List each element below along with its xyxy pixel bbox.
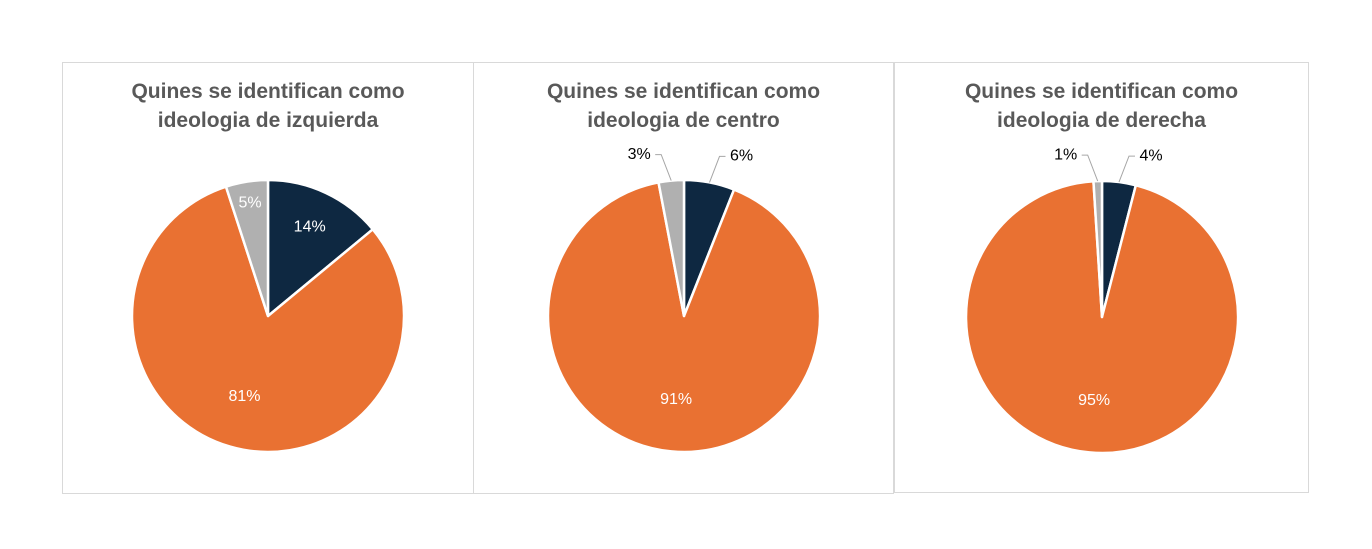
pie-slice-gray — [657, 178, 686, 318]
chart-title-line-2: ideologia de izquierda — [157, 109, 379, 132]
leader-line — [709, 155, 726, 183]
chart-title-line-1: Quines se identifican como — [131, 80, 405, 103]
pie-slice-gray — [224, 178, 270, 318]
chart-title: Quines se identifican como ideologia de … — [895, 77, 1308, 135]
leader-line — [655, 154, 672, 181]
chart-title-line-1: Quines se identifican como — [546, 80, 821, 103]
data-label: 4% — [1139, 147, 1162, 164]
leader-line — [1081, 154, 1099, 182]
data-label: 81% — [228, 388, 260, 405]
pie-slice-orange — [130, 185, 406, 454]
chart-panel-derecha: Quines se identifican como ideologia de … — [894, 62, 1309, 493]
chart-panel-izquierda: Quines se identifican como ideologia de … — [62, 62, 474, 494]
pie-chart-centro: 6% 91% 3% — [546, 146, 822, 454]
data-label: 91% — [660, 391, 692, 408]
chart-title-line-2: ideologia de centro — [587, 109, 780, 132]
pie-chart-izquierda: 14% 81% 5% — [130, 178, 406, 454]
data-label: 14% — [294, 219, 326, 236]
data-label: 6% — [730, 148, 753, 165]
data-label: 3% — [628, 146, 651, 163]
data-label: 95% — [1078, 392, 1110, 409]
chart-title: Quines se identifican como ideologia de … — [63, 77, 473, 135]
chart-title: Quines se identifican como ideologia de … — [474, 77, 893, 135]
leader-line — [1118, 155, 1135, 183]
data-label: 1% — [1054, 146, 1077, 163]
chart-title-line-1: Quines se identifican como — [964, 80, 1239, 103]
pie-slice-dark — [266, 178, 375, 318]
pie-chart-derecha: 4% 95% 1% — [964, 146, 1240, 455]
chart-panel-centro: Quines se identifican como ideologia de … — [473, 62, 894, 494]
data-label: 5% — [239, 194, 262, 211]
chart-title-line-2: ideologia de derecha — [997, 109, 1206, 132]
